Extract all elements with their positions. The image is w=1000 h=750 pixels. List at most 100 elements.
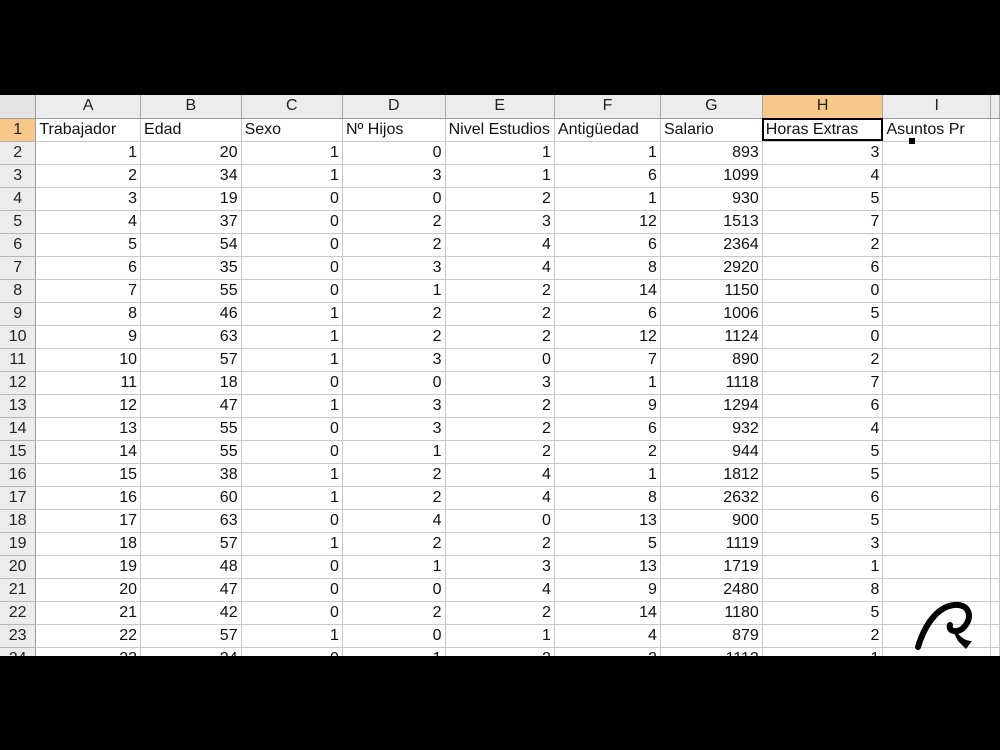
fill-handle[interactable]: [909, 138, 915, 144]
data-cell[interactable]: 4: [445, 463, 555, 487]
row-header-7[interactable]: 7: [0, 256, 37, 280]
data-cell[interactable]: 5: [762, 463, 884, 487]
data-cell[interactable]: 0: [342, 624, 446, 648]
data-cell[interactable]: 13: [554, 555, 661, 579]
data-cell[interactable]: 6: [554, 302, 661, 326]
data-cell[interactable]: 0: [445, 509, 555, 533]
data-cell[interactable]: 1: [241, 141, 343, 165]
row-header-15[interactable]: 15: [0, 440, 37, 464]
data-cell[interactable]: 63: [140, 509, 242, 533]
data-cell[interactable]: 14: [554, 601, 661, 625]
column-header-overflow[interactable]: [990, 95, 1000, 119]
data-cell[interactable]: 0: [342, 578, 446, 602]
row-header-16[interactable]: 16: [0, 463, 37, 487]
data-cell[interactable]: 2480: [660, 578, 763, 602]
empty-cell[interactable]: [990, 348, 1000, 372]
data-cell[interactable]: 2: [342, 601, 446, 625]
data-cell[interactable]: 19: [140, 187, 242, 211]
data-cell[interactable]: 13: [35, 417, 142, 441]
row-header-18[interactable]: 18: [0, 509, 37, 533]
row-header-20[interactable]: 20: [0, 555, 37, 579]
row-header-6[interactable]: 6: [0, 233, 37, 257]
table-row[interactable]: 11 10 57 1 3 0 7 890 2: [0, 348, 1000, 372]
empty-cell[interactable]: [882, 164, 991, 188]
table-row[interactable]: 10 9 63 1 2 2 12 1124 0: [0, 325, 1000, 349]
column-header-e[interactable]: E: [445, 95, 555, 119]
data-cell[interactable]: 20: [35, 578, 142, 602]
empty-cell[interactable]: [882, 394, 991, 418]
column-header-b[interactable]: B: [140, 95, 242, 119]
table-row[interactable]: 6 5 54 0 2 4 6 2364 2: [0, 233, 1000, 257]
table-row[interactable]: 8 7 55 0 1 2 14 1150 0: [0, 279, 1000, 303]
data-cell[interactable]: 3: [342, 417, 446, 441]
empty-cell[interactable]: [990, 486, 1000, 510]
data-cell[interactable]: 0: [342, 141, 446, 165]
row-header-1[interactable]: 1: [0, 118, 37, 142]
empty-cell[interactable]: [882, 486, 991, 510]
data-cell[interactable]: 6: [762, 486, 884, 510]
data-cell[interactable]: 0: [241, 440, 343, 464]
row-header-3[interactable]: 3: [0, 164, 37, 188]
empty-cell[interactable]: [990, 532, 1000, 556]
data-cell[interactable]: 18: [35, 532, 142, 556]
data-cell[interactable]: 1124: [660, 325, 763, 349]
data-cell[interactable]: 2920: [660, 256, 763, 280]
data-cell[interactable]: 9: [554, 578, 661, 602]
data-cell[interactable]: 0: [241, 256, 343, 280]
table-row[interactable]: 14 13 55 0 3 2 6 932 4: [0, 417, 1000, 441]
empty-cell[interactable]: [882, 555, 991, 579]
data-cell[interactable]: 3: [445, 371, 555, 395]
header-cell-c[interactable]: Sexo: [241, 118, 343, 142]
data-cell[interactable]: 34: [140, 164, 242, 188]
row-header-17[interactable]: 17: [0, 486, 37, 510]
data-cell[interactable]: 2: [342, 302, 446, 326]
table-row[interactable]: 2 1 20 1 0 1 1 893 3: [0, 141, 1000, 165]
data-cell[interactable]: 16: [35, 486, 142, 510]
table-row[interactable]: 18 17 63 0 4 0 13 900 5: [0, 509, 1000, 533]
empty-cell[interactable]: [882, 279, 991, 303]
empty-cell[interactable]: [882, 578, 991, 602]
table-row[interactable]: 15 14 55 0 1 2 2 944 5: [0, 440, 1000, 464]
data-cell[interactable]: 0: [241, 187, 343, 211]
data-cell[interactable]: 57: [140, 532, 242, 556]
row-header-14[interactable]: 14: [0, 417, 37, 441]
data-cell[interactable]: 2: [762, 624, 884, 648]
data-cell[interactable]: 4: [445, 578, 555, 602]
data-cell[interactable]: 1: [241, 394, 343, 418]
data-cell[interactable]: 1: [445, 624, 555, 648]
data-cell[interactable]: 0: [342, 187, 446, 211]
data-cell[interactable]: 3: [342, 394, 446, 418]
table-row[interactable]: 12 11 18 0 0 3 1 1118 7: [0, 371, 1000, 395]
empty-cell[interactable]: [990, 279, 1000, 303]
data-cell[interactable]: 54: [140, 233, 242, 257]
data-cell[interactable]: 0: [241, 279, 343, 303]
data-cell[interactable]: 14: [35, 440, 142, 464]
data-cell[interactable]: 1: [241, 164, 343, 188]
data-cell[interactable]: 2: [554, 440, 661, 464]
data-cell[interactable]: 2: [445, 647, 555, 656]
data-cell[interactable]: 47: [140, 394, 242, 418]
table-row[interactable]: 19 18 57 1 2 2 5 1119 3: [0, 532, 1000, 556]
data-cell[interactable]: 4: [342, 509, 446, 533]
data-cell[interactable]: 2: [554, 647, 661, 656]
data-cell[interactable]: 0: [241, 210, 343, 234]
table-row[interactable]: 1 Trabajador Edad Sexo Nº Hijos Nivel Estudio…: [0, 118, 1000, 142]
empty-cell[interactable]: [990, 302, 1000, 326]
data-cell[interactable]: 5: [762, 440, 884, 464]
data-cell[interactable]: 3: [342, 256, 446, 280]
empty-cell[interactable]: [990, 325, 1000, 349]
column-header-g[interactable]: G: [660, 95, 763, 119]
data-cell[interactable]: 4: [762, 417, 884, 441]
data-cell[interactable]: 4: [35, 210, 142, 234]
empty-cell[interactable]: [882, 187, 991, 211]
data-cell[interactable]: 1294: [660, 394, 763, 418]
data-cell[interactable]: 13: [554, 509, 661, 533]
data-cell[interactable]: 4: [445, 486, 555, 510]
data-cell[interactable]: 1: [241, 532, 343, 556]
empty-cell[interactable]: [882, 302, 991, 326]
data-cell[interactable]: 1: [35, 141, 142, 165]
empty-cell[interactable]: [882, 141, 991, 165]
data-cell[interactable]: 0: [342, 371, 446, 395]
table-row[interactable]: 3 2 34 1 3 1 6 1099 4: [0, 164, 1000, 188]
data-cell[interactable]: 932: [660, 417, 763, 441]
